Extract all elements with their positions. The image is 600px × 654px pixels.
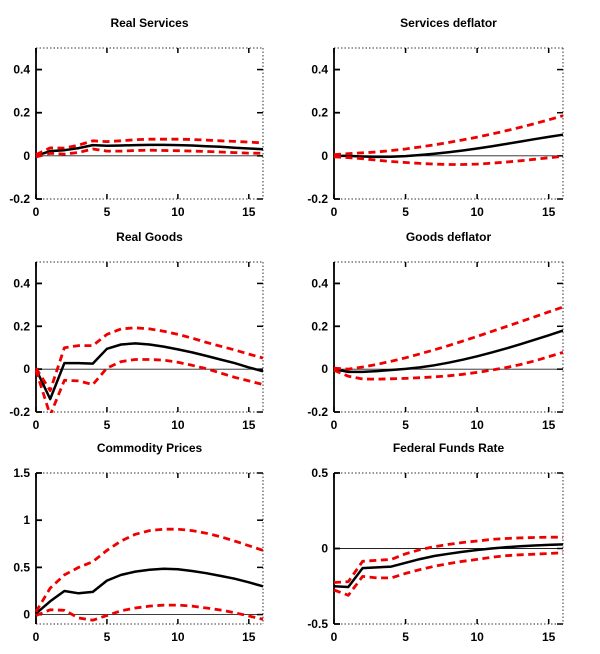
x-tick-label: 15 bbox=[242, 630, 256, 644]
y-tick-label: 0.4 bbox=[311, 276, 328, 290]
subplot-services-deflator: 0 5 10 15-0.200.20.4 bbox=[307, 47, 564, 219]
x-tick-label: 0 bbox=[331, 205, 338, 219]
x-tick-label: 0 bbox=[331, 418, 338, 432]
goods-deflator-lower-band bbox=[333, 351, 564, 381]
x-tick-label: 5 bbox=[402, 205, 409, 219]
chart-title-services-deflator: Services deflator bbox=[400, 16, 497, 30]
y-tick-label: 0.2 bbox=[13, 106, 30, 120]
chart-title-goods-deflator: Goods deflator bbox=[405, 230, 492, 244]
real-goods-lower-band bbox=[35, 358, 264, 413]
x-tick-label: 15 bbox=[542, 630, 556, 644]
x-tick-label: 5 bbox=[402, 418, 409, 432]
x-tick-label: 5 bbox=[402, 630, 409, 644]
y-tick-label: 0 bbox=[321, 542, 328, 556]
y-tick-label: 0.4 bbox=[13, 276, 30, 290]
x-tick-label: 0 bbox=[33, 418, 40, 432]
y-tick-label: 0 bbox=[321, 149, 328, 163]
real-services-median-response bbox=[35, 143, 264, 158]
commodity-prices-upper-band bbox=[35, 527, 264, 613]
subplot-federal-funds-rate: 0 5 10 15-0.500.5 bbox=[307, 466, 564, 644]
x-tick-label: 0 bbox=[33, 630, 40, 644]
real-services-lower-band bbox=[35, 147, 264, 159]
x-tick-label: 15 bbox=[242, 205, 256, 219]
x-tick-label: 15 bbox=[542, 205, 556, 219]
subplot-commodity-prices: 0 5 10 15 0 0.5 1 1.5 bbox=[13, 466, 264, 644]
x-tick-label: 5 bbox=[104, 205, 111, 219]
y-tick-label: 0.2 bbox=[13, 319, 30, 333]
x-tick-label: 10 bbox=[171, 418, 185, 432]
federal-funds-rate-upper-band bbox=[333, 535, 563, 584]
x-tick-label: 10 bbox=[470, 205, 484, 219]
services-deflator-upper-band bbox=[333, 114, 564, 156]
y-tick-label: 0.5 bbox=[311, 466, 328, 480]
x-tick-label: 0 bbox=[33, 205, 40, 219]
y-tick-label: 0 bbox=[23, 149, 30, 163]
subplot-goods-deflator: 0 5 10 15-0.200.20.4 bbox=[307, 261, 564, 432]
real-goods-median-response bbox=[35, 342, 264, 401]
x-tick-label: 15 bbox=[242, 418, 256, 432]
y-tick-label: 0 bbox=[23, 362, 30, 376]
commodity-prices-median-response bbox=[35, 567, 264, 615]
federal-funds-rate-lower-band bbox=[333, 551, 564, 597]
subplot-real-goods: 0 5 10 15-0.200.20.4 bbox=[9, 261, 264, 432]
x-tick-label: 10 bbox=[470, 630, 484, 644]
chart-title-real-services: Real Services bbox=[110, 16, 189, 30]
y-tick-label: 0.4 bbox=[311, 63, 328, 77]
y-tick-label: 0.2 bbox=[311, 106, 328, 120]
services-deflator-lower-band bbox=[333, 154, 564, 166]
federal-funds-rate-median-response bbox=[333, 543, 564, 589]
y-tick-label: -0.2 bbox=[9, 405, 30, 419]
subplot-real-services: 0 5 10 15-0.200.20.4 bbox=[9, 47, 264, 219]
goods-deflator-median-response bbox=[333, 329, 564, 374]
x-tick-label: 10 bbox=[470, 418, 484, 432]
services-deflator-median-response bbox=[334, 133, 564, 159]
y-tick-label: 0.4 bbox=[13, 63, 30, 77]
commodity-prices-lower-band bbox=[35, 603, 264, 622]
x-tick-label: 5 bbox=[104, 418, 111, 432]
y-tick-label: 0 bbox=[321, 362, 328, 376]
real-services-upper-band bbox=[35, 137, 264, 156]
x-tick-label: 5 bbox=[104, 630, 111, 644]
goods-deflator-upper-band bbox=[333, 305, 564, 371]
chart-title-federal-funds-rate: Federal Funds Rate bbox=[392, 441, 505, 455]
y-tick-label: -0.2 bbox=[307, 192, 328, 206]
y-tick-label: 0.2 bbox=[311, 319, 328, 333]
x-tick-label: 15 bbox=[542, 418, 556, 432]
real-goods-upper-band bbox=[35, 326, 264, 393]
chart-title-real-goods: Real Goods bbox=[116, 230, 183, 244]
y-tick-label: 1 bbox=[23, 513, 30, 527]
y-tick-label: 1.5 bbox=[13, 466, 30, 480]
y-tick-label: -0.5 bbox=[307, 617, 328, 631]
chart-title-commodity-prices: Commodity Prices bbox=[96, 441, 203, 455]
x-tick-label: 10 bbox=[171, 630, 185, 644]
y-tick-label: -0.2 bbox=[307, 405, 328, 419]
y-tick-label: 0.5 bbox=[13, 560, 30, 574]
x-tick-label: 0 bbox=[331, 630, 338, 644]
y-tick-label: 0 bbox=[23, 608, 30, 622]
x-tick-label: 10 bbox=[171, 205, 185, 219]
y-tick-label: -0.2 bbox=[9, 192, 30, 206]
